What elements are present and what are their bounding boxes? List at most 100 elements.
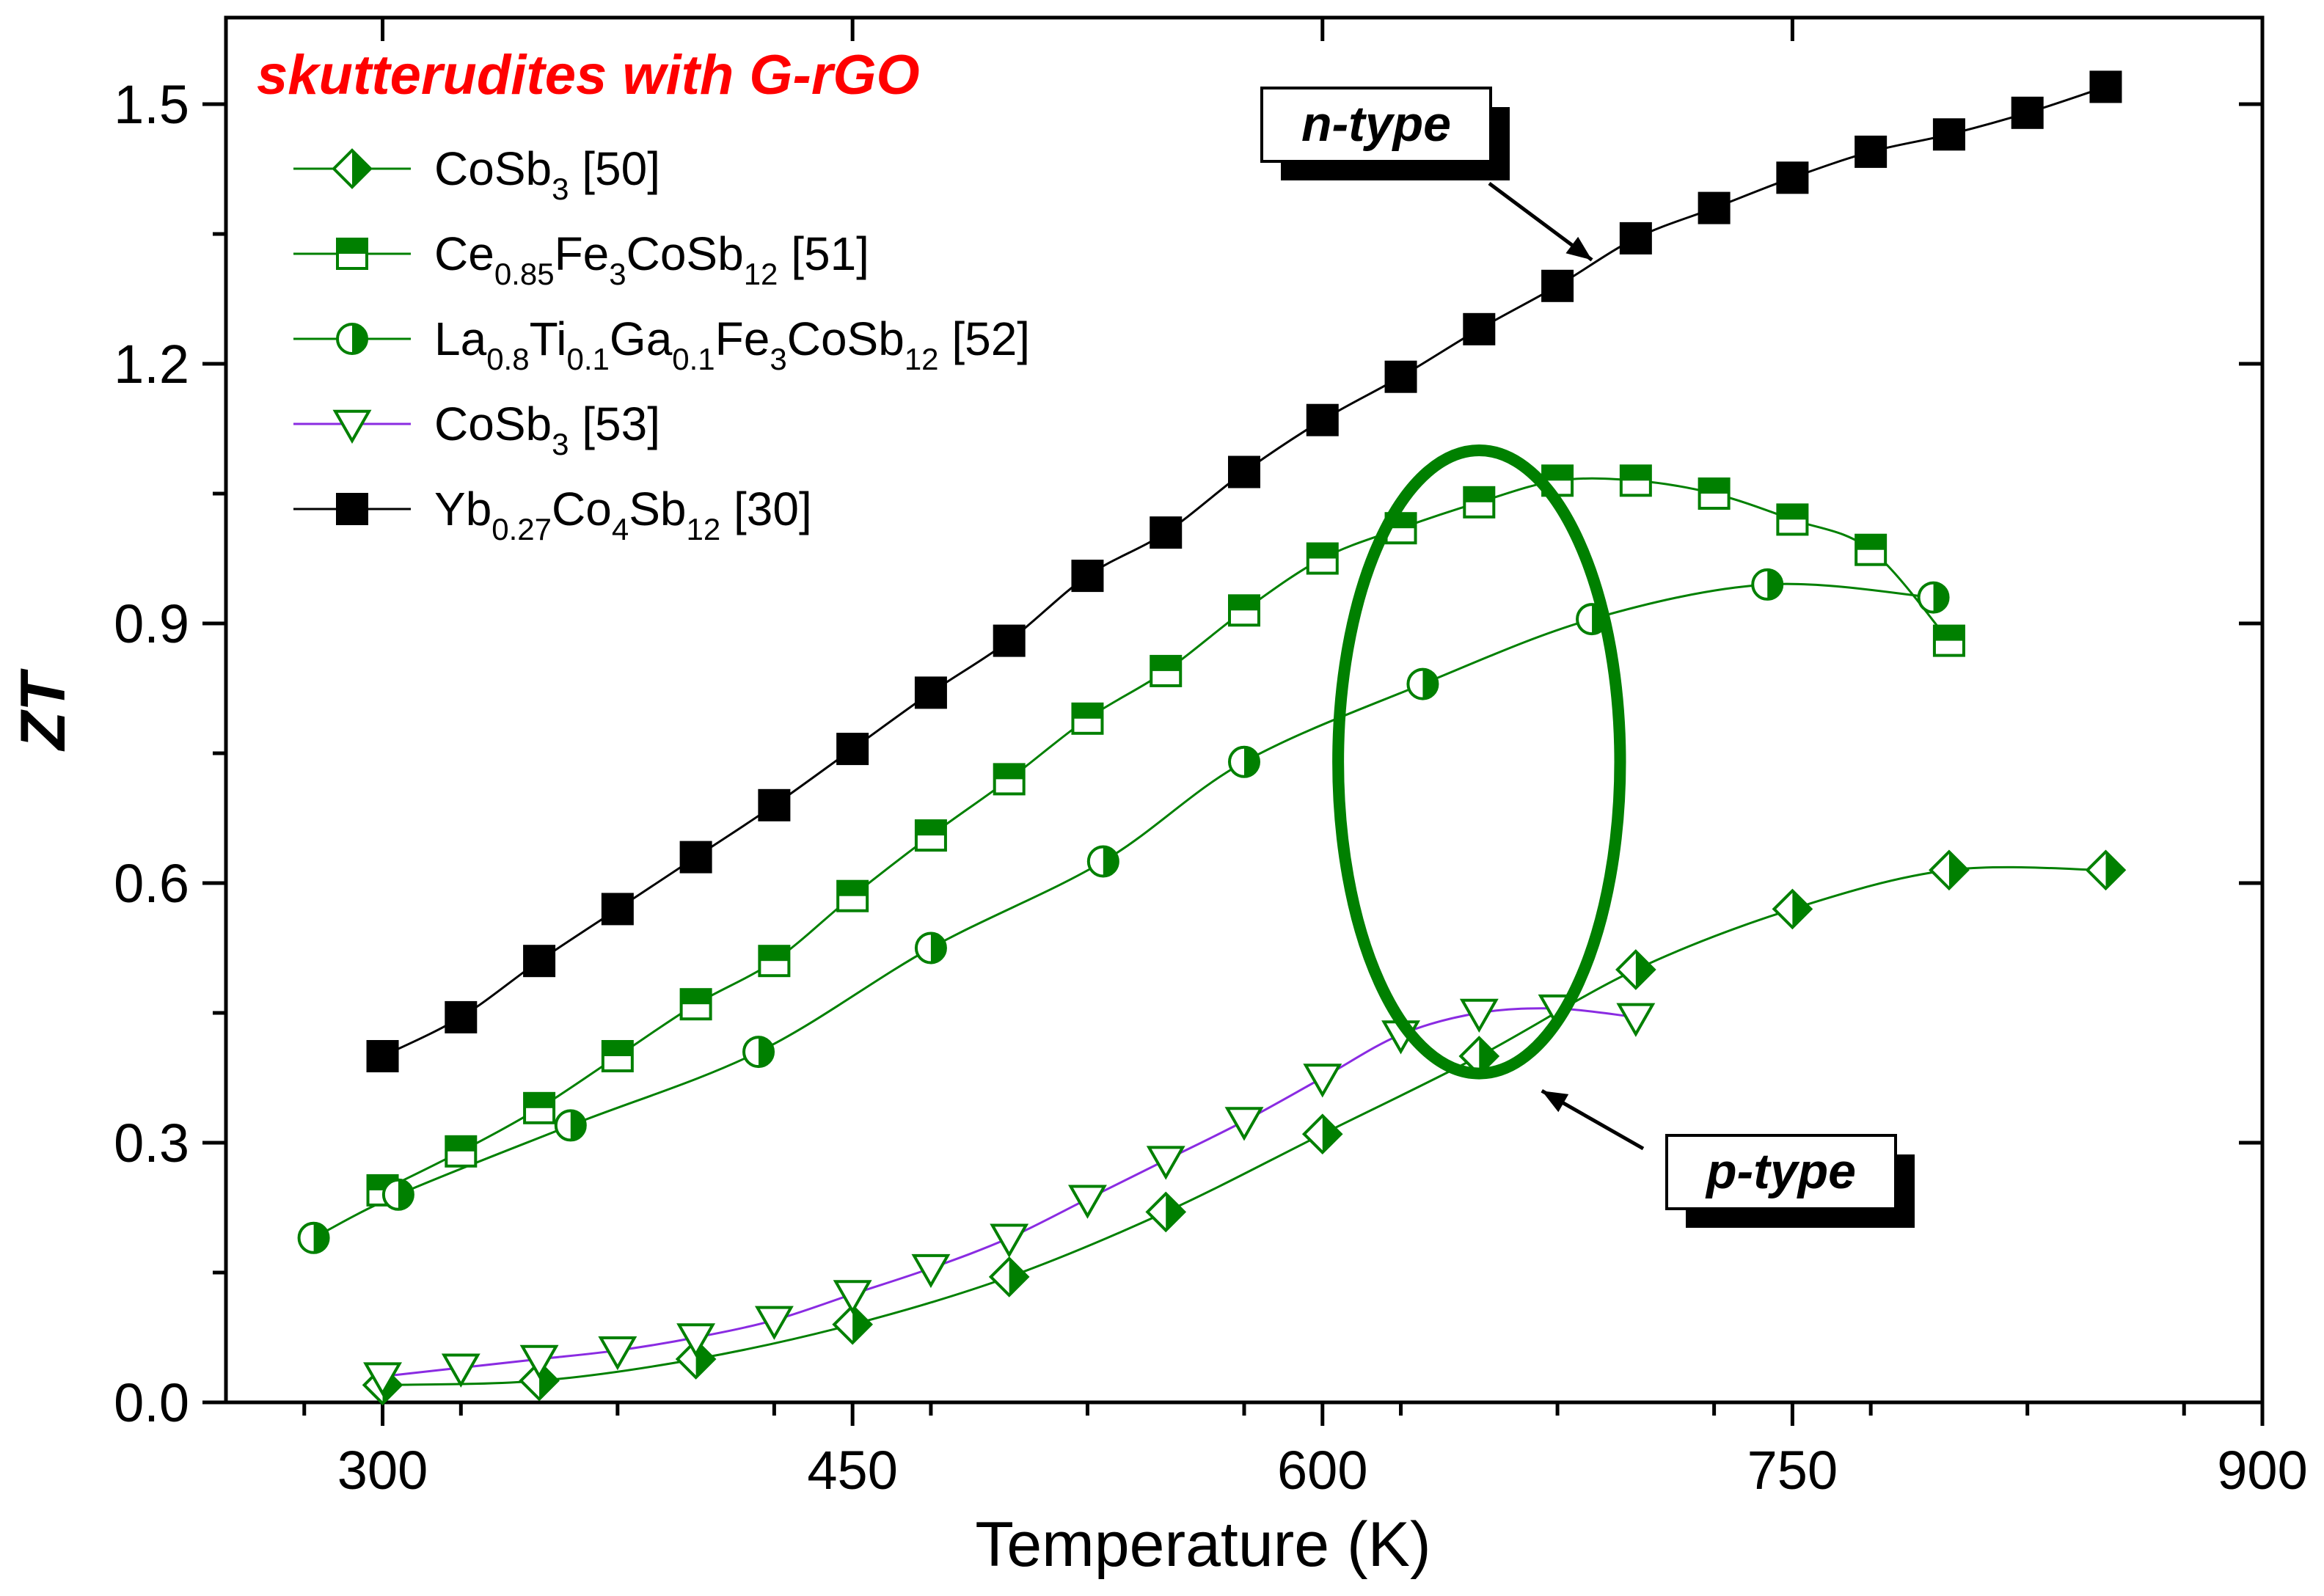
series-4-point-shape — [1303, 1064, 1342, 1098]
series-1-point — [1772, 888, 1813, 930]
series-5-point-shape — [1228, 455, 1260, 488]
series-1-point-fill — [1792, 890, 1811, 928]
legend-swatch-marker — [332, 409, 372, 444]
legend-label-text: CoSb — [434, 142, 552, 195]
series-2-point-fill — [1856, 535, 1886, 550]
series-5-point — [1619, 222, 1652, 255]
legend-swatch-marker-shape — [332, 409, 372, 444]
series-4-point — [1146, 1146, 1185, 1180]
legend-label-subscript: 0.1 — [567, 342, 610, 376]
series-5-point-shape — [1463, 312, 1496, 345]
series-4-point-shape — [1616, 1003, 1656, 1037]
series-2-point — [1698, 477, 1731, 510]
series-1-point — [832, 1303, 873, 1345]
chart-title: skutterudites with G-rGO — [257, 44, 920, 106]
series-5-point — [914, 676, 947, 709]
legend-swatch-marker-fill — [352, 150, 370, 187]
series-2-point-fill — [994, 764, 1024, 780]
series-5-point-shape — [1855, 135, 1888, 168]
series-4-point-shape — [754, 1306, 794, 1340]
series-2-point — [445, 1135, 478, 1168]
series-5-point-shape — [2011, 96, 2044, 129]
series-2-point-fill — [1699, 479, 1729, 494]
series-5-point-shape — [1150, 516, 1183, 549]
series-5-point-shape — [679, 841, 712, 874]
series-1-point-fill — [1322, 1116, 1341, 1153]
series-5-point — [1463, 312, 1496, 345]
series-5-point-shape — [914, 676, 947, 709]
series-3-point — [1751, 568, 1784, 601]
series-2-point-fill — [838, 881, 868, 896]
series-4-point — [519, 1344, 559, 1380]
legend-label-text: Fe — [715, 312, 770, 365]
annotation-label: p-type — [1705, 1143, 1856, 1199]
series-5-point-shape — [1306, 403, 1339, 436]
series-3-point — [742, 1036, 775, 1069]
series-2-point — [1776, 503, 1809, 536]
legend-label-subscript: 0.1 — [672, 342, 715, 376]
series-5-point-shape — [445, 1000, 478, 1033]
legend-label-text: Ti — [530, 312, 567, 365]
series-4-point — [441, 1353, 480, 1388]
series-3-point-fill — [1933, 582, 1948, 612]
series-1-point — [1145, 1191, 1187, 1233]
legend-label-text: Sb — [629, 483, 686, 535]
series-5-point — [2089, 70, 2122, 103]
legend-swatch-marker — [336, 493, 368, 525]
series-2-point — [601, 1040, 634, 1072]
legend-label-subscript: 0.27 — [492, 512, 552, 546]
series-2-point-fill — [916, 821, 946, 836]
series-2-point-fill — [446, 1136, 476, 1152]
series-2-point-fill — [1151, 656, 1181, 671]
series-5-point — [1855, 135, 1888, 168]
series-2-point-fill — [1307, 543, 1337, 559]
series-4-point-shape — [441, 1353, 480, 1388]
legend-label-text: [51] — [778, 227, 869, 280]
legend-label-subscript: 3 — [609, 257, 626, 291]
series-2-point — [679, 988, 712, 1021]
series-4-point-shape — [1068, 1185, 1107, 1219]
series-2-point — [1619, 464, 1652, 497]
legend-label: CoSb3​ [50] — [434, 142, 660, 206]
legend-label-text: CoSb — [626, 227, 744, 280]
legend-label-subscript: 0.8 — [486, 342, 529, 376]
series-1-point — [1929, 849, 1970, 891]
series-4-point-shape — [1459, 998, 1499, 1033]
series-4-point-shape — [363, 1362, 402, 1396]
series-5-point-shape — [1776, 161, 1809, 194]
annotation-arrowhead — [1541, 1091, 1569, 1113]
x-tick-label: 450 — [807, 1440, 897, 1501]
series-2-point-fill — [602, 1042, 632, 1056]
annotation-arrowhead — [1565, 236, 1593, 260]
series-5-point — [1071, 560, 1104, 593]
series-2-point — [1071, 702, 1104, 735]
series-5-point-shape — [1071, 560, 1104, 593]
series-5-point — [601, 893, 634, 926]
legend-swatch-marker — [336, 323, 368, 355]
x-tick-label: 600 — [1277, 1440, 1367, 1501]
legend-label-text: Yb — [434, 483, 492, 535]
y-axis-title: ZT — [8, 668, 78, 753]
plot-area — [224, 15, 2265, 1405]
x-tick-label: 750 — [1747, 1440, 1838, 1501]
series-markers — [297, 70, 2127, 1406]
series-2-point — [523, 1091, 556, 1124]
series-5-point — [758, 788, 791, 821]
series-5-point — [1384, 360, 1417, 393]
legend-label-text: Fe — [555, 227, 610, 280]
series-3-point — [1086, 845, 1119, 878]
legend-label: CoSb3​ [53] — [434, 398, 660, 461]
series-5-point-shape — [1541, 269, 1574, 302]
series-1-point — [1615, 949, 1656, 990]
series-5-point-shape — [1932, 118, 1965, 151]
legend-label-subscript: 3 — [770, 342, 786, 376]
series-2-point — [758, 945, 791, 978]
series-5-point — [1776, 161, 1809, 194]
series-3-point-fill — [1422, 669, 1438, 699]
series-1-point-fill — [1479, 1038, 1498, 1075]
legend-label-subscript: 12 — [905, 342, 939, 376]
series-5-point-shape — [523, 945, 556, 978]
series-4-point — [1224, 1107, 1264, 1141]
series-5-point — [1541, 269, 1574, 302]
series-4-point-shape — [519, 1344, 559, 1380]
